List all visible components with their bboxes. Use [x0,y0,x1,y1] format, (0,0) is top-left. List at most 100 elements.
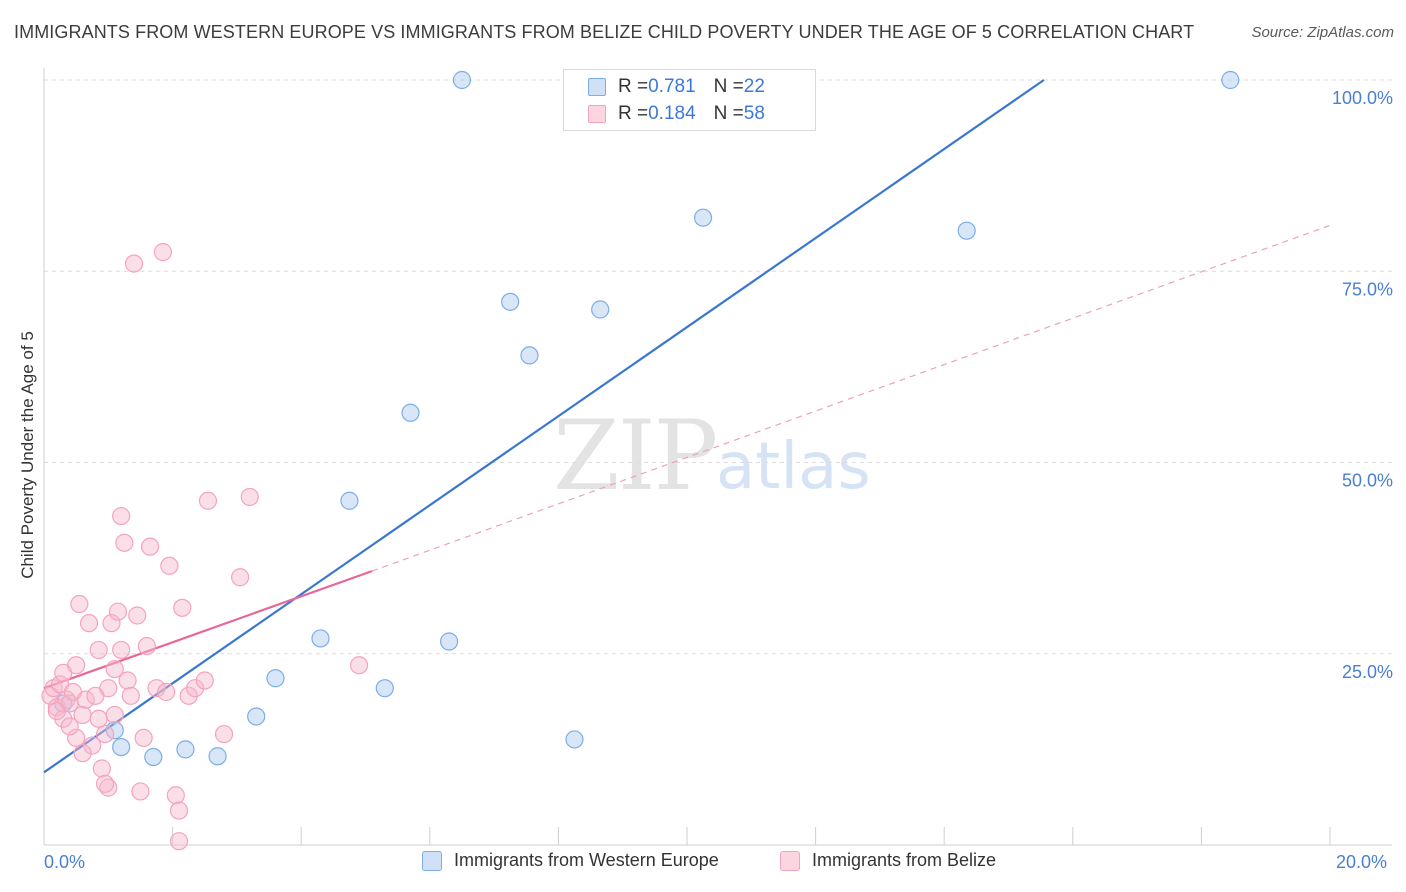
legend-swatch-blue [588,78,606,96]
n-label: N = [713,76,744,97]
western-europe-trend-line [43,79,1045,774]
source-label: Source: ZipAtlas.com [1251,24,1394,41]
y-tick-label: 100.0% [1332,88,1393,108]
belize-point [134,728,153,748]
belize-point [195,671,214,690]
western-europe-point [266,669,285,688]
belize-point [47,702,66,721]
legend-swatch-pink [780,850,800,871]
watermark-zip: ZIP [553,400,718,512]
belize-point [131,782,150,801]
western-europe-point [247,707,266,726]
axes [43,68,1392,846]
legend-item-belize: Immigrants from Belize [780,850,996,871]
western-europe-point [401,403,420,422]
belize-point [128,606,147,625]
belize-trend-line [43,570,373,690]
belize-point [160,556,179,575]
belize-point [186,679,205,698]
belize-point [108,602,128,621]
western-europe-point [520,346,539,365]
western-europe-point [452,70,472,90]
belize-point [112,640,131,660]
western-europe-point [375,679,394,698]
y-tick-labels: 25.0% 50.0% 75.0% 100.0% [1332,88,1393,682]
belize-point [124,254,144,273]
y-tick-label: 50.0% [1342,471,1393,491]
belize-point [105,659,124,679]
western-europe-point [340,491,359,510]
series-legend: Immigrants from Western Europe Immigrant… [0,850,1406,878]
belize-point [99,679,118,698]
belize-point [89,640,108,660]
legend-label: Immigrants from Western Europe [454,850,719,870]
belize-point [115,533,134,552]
western-europe-point [208,747,227,766]
western-europe-point [591,300,610,319]
belize-point [60,717,79,736]
western-europe-point [693,208,713,227]
n-label: N = [713,103,744,124]
belize-point [112,506,131,526]
belize-point [169,832,189,851]
western-europe-point [112,737,131,757]
belize-trend-extension [371,224,1331,572]
belize-point [166,786,185,805]
chart-title: IMMIGRANTS FROM WESTERN EUROPE VS IMMIGR… [14,22,1195,42]
belize-point [73,744,92,763]
belize-point [198,491,218,510]
y-axis-label: Child Poverty Under the Age of 5 [18,331,37,579]
western-europe-point [501,292,520,311]
belize-point [102,614,121,633]
x-tick-label-max: 20.0% [1336,852,1388,872]
belize-point [92,759,111,778]
legend-label: Immigrants from Belize [812,850,997,870]
y-tick-label: 25.0% [1342,662,1393,682]
belize-point [118,671,137,690]
belize-point [70,594,89,614]
western-europe-point [144,747,163,767]
belize-point [89,709,108,728]
belize-point [169,801,189,820]
belize-point [240,487,259,507]
belize-point [67,728,86,748]
r-value: 0.184 [648,103,696,124]
r-value: 0.781 [648,76,696,97]
western-europe-point [565,730,584,749]
western-europe-point [105,721,124,740]
correlation-legend: R = 0.781 N = 22 R = 0.184 N = 58 [563,69,816,131]
belize-point [153,243,173,262]
belize-point [83,736,102,755]
n-value: 22 [743,76,765,97]
watermark-atlas: atlas [716,430,871,504]
belize-point [95,774,115,793]
x-tick-label-min: 0.0% [44,852,86,872]
belize-point [76,690,95,709]
belize-point [157,682,176,702]
legend-swatch-pink [588,105,606,123]
western-europe-point [1221,70,1240,90]
legend-row-belize: R = 0.184 N = 58 [588,101,765,127]
belize-point [173,598,192,617]
y-tick-label: 75.0% [1342,279,1393,299]
belize-point [147,679,166,698]
belize-point [121,686,140,705]
n-value: 58 [743,103,765,124]
belize-point [140,537,160,556]
data-points [41,70,1240,851]
grid-lines [44,79,1392,655]
trend-lines [43,79,1331,774]
legend-swatch-blue [422,850,442,871]
western-europe-point [439,632,459,651]
belize-point [79,614,99,633]
legend-item-western-europe: Immigrants from Western Europe [422,850,719,871]
western-europe-point [176,740,195,759]
belize-point [137,636,156,656]
belize-point [349,656,369,675]
western-europe-point [311,629,330,648]
belize-point [95,724,115,744]
r-label: R = [618,76,649,97]
belize-point [105,705,124,725]
western-europe-point [957,221,976,240]
